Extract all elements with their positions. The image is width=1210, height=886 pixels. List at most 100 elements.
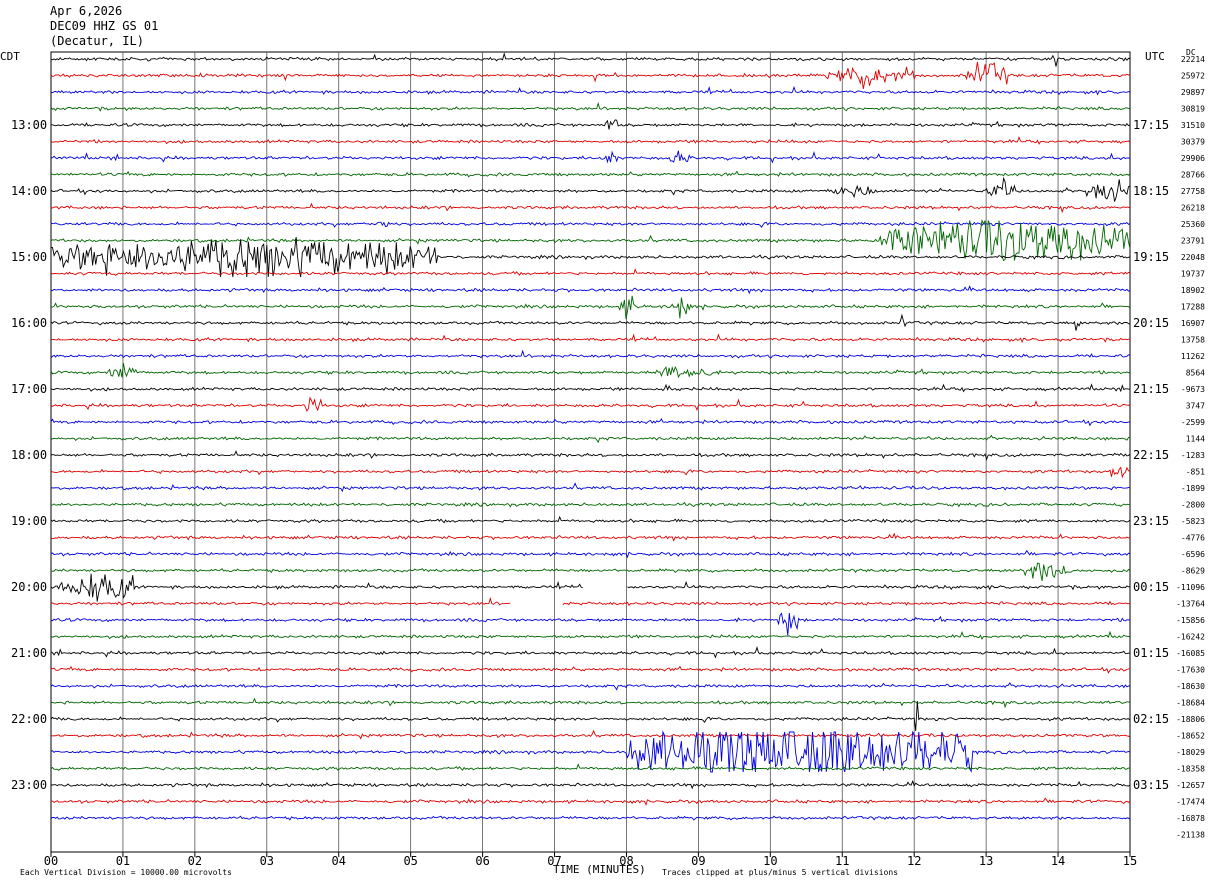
x-tick-label: 01 xyxy=(116,854,130,868)
x-tick-label: 08 xyxy=(619,854,633,868)
dc-offset-label: -4776 xyxy=(1181,534,1205,543)
cdt-hour-label: 15:00 xyxy=(11,250,47,264)
x-axis-title: TIME (MINUTES) xyxy=(553,863,646,876)
x-tick-label: 03 xyxy=(260,854,274,868)
seismic-trace xyxy=(50,285,1131,295)
seismic-trace xyxy=(50,418,1131,427)
seismic-trace xyxy=(50,596,1131,607)
utc-hour-label: 17:15 xyxy=(1133,118,1169,132)
utc-hour-label: 22:15 xyxy=(1133,448,1169,462)
seismic-trace xyxy=(50,815,1131,821)
scale-note: Each Vertical Division = 10000.00 microv… xyxy=(20,868,232,877)
dc-offset-label: -18684 xyxy=(1176,699,1205,708)
dc-offset-label: -16242 xyxy=(1176,633,1205,642)
dc-offset-label: 17288 xyxy=(1181,303,1205,312)
utc-hour-label: 19:15 xyxy=(1133,250,1169,264)
seismic-trace xyxy=(50,466,1131,479)
seismic-trace xyxy=(51,780,1131,790)
dc-offset-label: -11096 xyxy=(1176,583,1205,592)
cdt-hour-label: 18:00 xyxy=(11,448,47,462)
x-tick-label: 14 xyxy=(1051,854,1065,868)
seismic-trace xyxy=(50,682,1131,691)
dc-offset-label: -851 xyxy=(1186,468,1205,477)
seismic-trace xyxy=(50,482,1131,493)
x-tick-label: 12 xyxy=(907,854,921,868)
seismic-trace xyxy=(50,362,1131,379)
x-tick-label: 04 xyxy=(332,854,346,868)
dc-offset-label: 19737 xyxy=(1181,270,1205,279)
seismic-trace xyxy=(50,119,1131,130)
seismic-trace xyxy=(50,562,1131,581)
station-label: DEC09 HHZ GS 01 xyxy=(50,19,159,33)
seismic-trace xyxy=(50,202,1131,214)
utc-hour-label: 03:15 xyxy=(1133,778,1169,792)
plot-frame xyxy=(50,51,1131,853)
dc-offset-label: -2800 xyxy=(1181,501,1205,510)
seismic-trace xyxy=(50,349,1131,359)
dc-offset-label: -12657 xyxy=(1176,781,1205,790)
cdt-label: CDT xyxy=(0,50,20,63)
cdt-hour-label: 22:00 xyxy=(11,712,47,726)
dc-offset-label: -1899 xyxy=(1181,484,1205,493)
seismic-trace xyxy=(50,501,1131,508)
dc-offset-label: -21138 xyxy=(1176,831,1205,840)
dc-offset-label: 25972 xyxy=(1181,72,1205,81)
dc-offset-label: 8564 xyxy=(1186,369,1205,378)
dc-offset-label: -18029 xyxy=(1176,748,1205,757)
seismic-trace xyxy=(50,101,1131,112)
dc-offset-label: -1283 xyxy=(1181,451,1205,460)
seismic-trace xyxy=(50,295,1131,319)
dc-offset-label: -18806 xyxy=(1176,715,1205,724)
seismic-trace xyxy=(51,236,1131,278)
seismic-trace xyxy=(50,434,1131,444)
seismic-trace xyxy=(50,150,1131,164)
seismic-trace xyxy=(50,170,1131,178)
cdt-hour-label: 19:00 xyxy=(11,514,47,528)
dc-label: DC xyxy=(1186,48,1196,57)
utc-label: UTC xyxy=(1145,50,1165,63)
dc-offset-label: -18652 xyxy=(1176,732,1205,741)
cdt-hour-label: 14:00 xyxy=(11,184,47,198)
cdt-hour-label: 21:00 xyxy=(11,646,47,660)
seismic-trace xyxy=(50,763,1130,771)
dc-offset-label: -18358 xyxy=(1176,765,1205,774)
x-tick-label: 10 xyxy=(763,854,777,868)
dc-offset-label: -9673 xyxy=(1181,385,1205,394)
dc-offset-label: 27758 xyxy=(1181,187,1205,196)
seismic-trace xyxy=(50,268,1131,276)
dc-offset-label: 31510 xyxy=(1181,121,1205,130)
dc-offset-label: 25360 xyxy=(1181,220,1205,229)
seismic-trace xyxy=(50,630,1131,640)
seismic-trace xyxy=(50,573,1130,602)
x-tick-label: 07 xyxy=(547,854,561,868)
seismic-trace xyxy=(50,396,1131,413)
dc-offset-label: 22048 xyxy=(1181,253,1205,262)
x-tick-label: 09 xyxy=(691,854,705,868)
seismic-trace xyxy=(50,136,1131,145)
seismic-trace xyxy=(50,665,1131,674)
cdt-hour-label: 16:00 xyxy=(11,316,47,330)
dc-offset-label: 13758 xyxy=(1181,336,1205,345)
dc-offset-label: -17630 xyxy=(1176,666,1205,675)
clip-note: Traces clipped at plus/minus 5 vertical … xyxy=(662,868,899,877)
seismic-trace xyxy=(50,645,1131,659)
seismic-trace xyxy=(50,730,1131,773)
seismic-trace xyxy=(50,797,1131,806)
seismic-trace xyxy=(50,313,1131,331)
dc-offset-label: 16907 xyxy=(1181,319,1205,328)
seismic-trace xyxy=(50,383,1131,393)
dc-offset-label: -15856 xyxy=(1176,616,1205,625)
utc-hour-label: 02:15 xyxy=(1133,712,1169,726)
dc-offset-label: 3747 xyxy=(1186,402,1205,411)
date-label: Apr 6,2026 xyxy=(50,4,123,18)
utc-hour-label: 23:15 xyxy=(1133,514,1169,528)
x-tick-label: 15 xyxy=(1123,854,1137,868)
dc-offset-label: 26218 xyxy=(1181,204,1205,213)
seismic-trace xyxy=(50,697,1131,709)
cdt-hour-label: 13:00 xyxy=(11,118,47,132)
x-tick-label: 11 xyxy=(835,854,849,868)
seismic-trace xyxy=(50,612,1131,636)
seismic-trace xyxy=(50,729,1131,740)
dc-offset-label: 29906 xyxy=(1181,154,1205,163)
